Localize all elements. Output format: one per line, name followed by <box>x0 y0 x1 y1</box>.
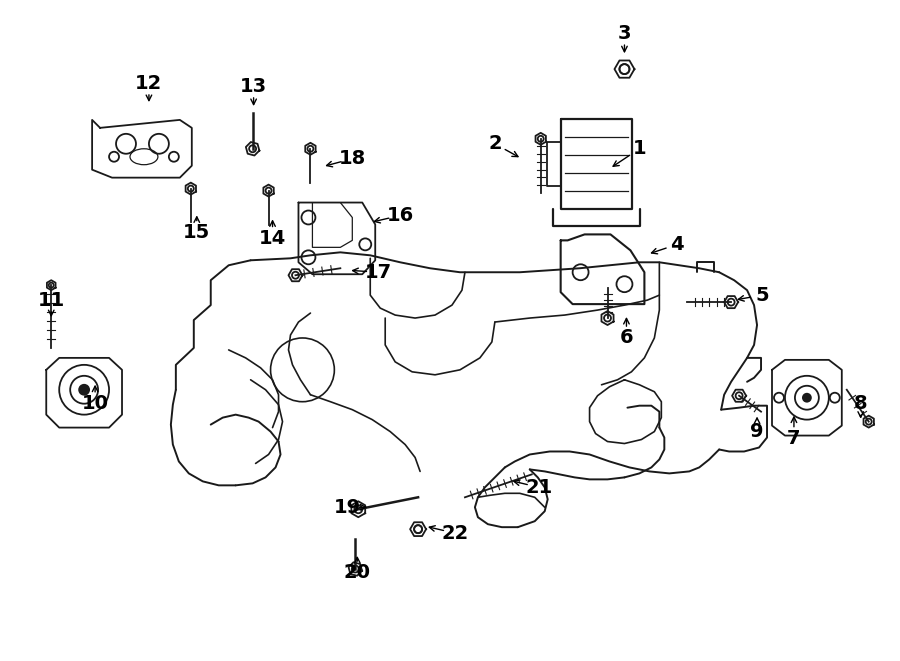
Text: 20: 20 <box>344 563 371 582</box>
Text: 3: 3 <box>617 24 631 43</box>
Text: 12: 12 <box>135 73 163 93</box>
Text: 15: 15 <box>184 223 211 242</box>
Text: 16: 16 <box>386 206 414 225</box>
Text: 7: 7 <box>788 429 801 448</box>
Text: 13: 13 <box>240 77 267 96</box>
Text: 21: 21 <box>525 478 553 497</box>
Text: 18: 18 <box>338 149 366 169</box>
Text: 17: 17 <box>364 262 392 282</box>
Text: 14: 14 <box>259 229 286 248</box>
Text: 9: 9 <box>751 422 764 441</box>
Text: 11: 11 <box>38 291 65 309</box>
Circle shape <box>79 385 89 395</box>
Text: 4: 4 <box>670 235 684 254</box>
Text: 10: 10 <box>82 394 109 413</box>
Text: 19: 19 <box>334 498 361 517</box>
Text: 22: 22 <box>441 524 469 543</box>
Text: 6: 6 <box>619 329 634 348</box>
Text: 2: 2 <box>488 134 501 153</box>
Text: 8: 8 <box>854 394 868 413</box>
Circle shape <box>803 394 811 402</box>
Text: 5: 5 <box>755 286 769 305</box>
Text: 1: 1 <box>633 139 646 158</box>
